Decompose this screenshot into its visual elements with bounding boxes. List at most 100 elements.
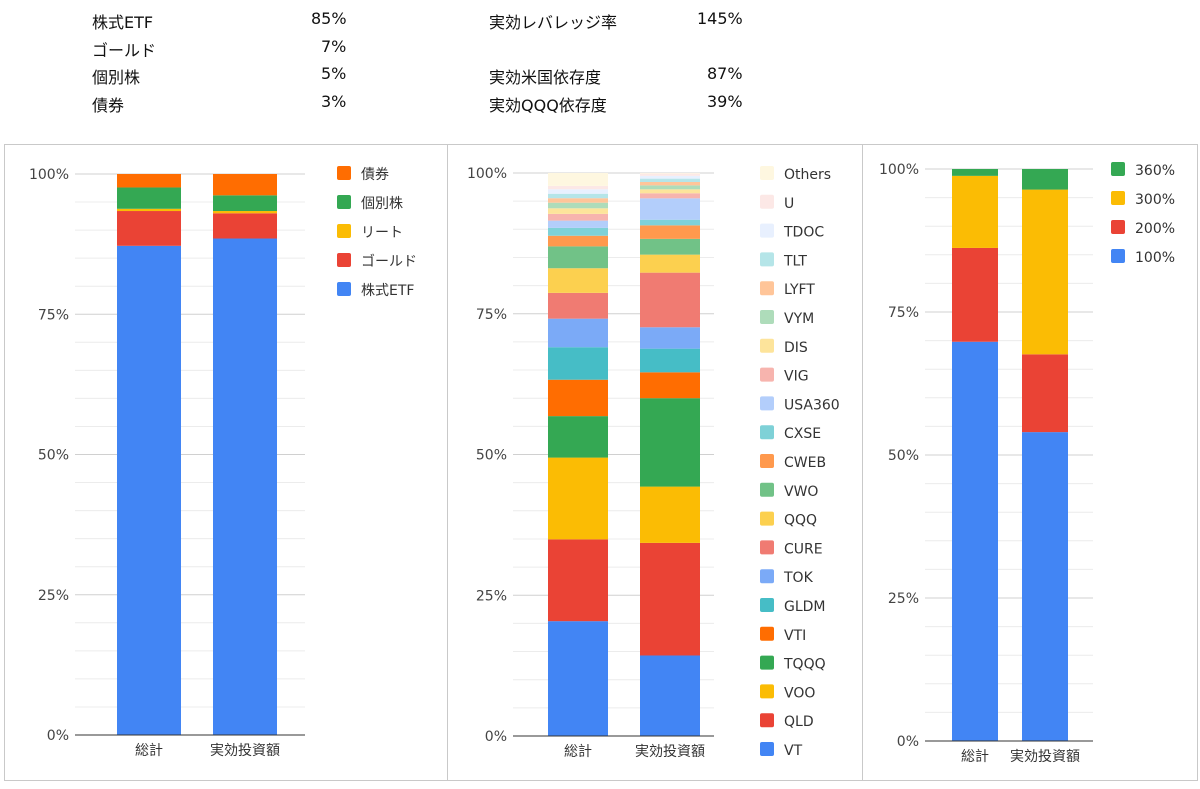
legend-swatch	[337, 166, 351, 180]
bar-segment	[640, 372, 700, 399]
legend-label: 100%	[1135, 250, 1175, 266]
legend-label: Others	[784, 167, 831, 183]
y-tick-label: 50%	[38, 448, 69, 464]
legend-label: QLD	[784, 714, 814, 730]
y-tick-label: 50%	[476, 448, 507, 464]
x-tick-label: 総計	[961, 749, 989, 765]
bar-segment	[117, 245, 181, 736]
bar-segment	[548, 198, 608, 203]
legend-swatch	[760, 684, 774, 699]
legend-swatch	[760, 626, 774, 641]
legend-label: ゴールド	[361, 253, 417, 270]
y-tick-label: 75%	[476, 307, 507, 323]
bar-segment	[548, 193, 608, 199]
x-tick-label: 実効投資額	[1010, 749, 1080, 765]
legend-swatch	[337, 282, 351, 296]
legend-swatch	[337, 224, 351, 238]
legend-label: VT	[784, 743, 803, 759]
bar-segment	[548, 173, 608, 186]
legend-label: TQQQ	[783, 657, 826, 673]
bar-segment	[1022, 169, 1068, 190]
legend-swatch	[760, 223, 774, 238]
bar-segment	[213, 174, 277, 196]
bar-segment	[640, 486, 700, 543]
legend-swatch	[760, 166, 774, 180]
legend-swatch	[760, 482, 774, 497]
bar-segment	[952, 175, 998, 248]
summary-value-us-dependency: 87%	[707, 64, 743, 83]
bar-segment	[213, 195, 277, 212]
bar-segment	[640, 225, 700, 239]
legend-swatch	[760, 511, 774, 526]
legend-swatch	[760, 655, 774, 670]
bar-segment	[640, 193, 700, 199]
bar-segment	[640, 178, 700, 183]
bar-segment	[640, 348, 700, 373]
bar-segment	[117, 174, 181, 188]
summary-value-bonds: 3%	[321, 92, 347, 111]
legend-label: VYM	[784, 311, 814, 327]
legend-label: 300%	[1135, 192, 1175, 208]
summary-label-us-dependency: 実効米国依存度	[489, 68, 602, 87]
summary-label-gold: ゴールド	[92, 41, 157, 60]
legend-swatch	[760, 194, 774, 209]
x-tick-label: 実効投資額	[210, 743, 280, 759]
bar-segment	[548, 621, 608, 736]
legend-label: 個別株	[361, 196, 403, 212]
bar-segment	[548, 220, 608, 228]
legend-swatch	[1111, 220, 1125, 234]
bar-segment	[117, 187, 181, 209]
legend-label: VIG	[784, 369, 809, 385]
legend-swatch	[760, 454, 774, 468]
x-tick-label: 実効投資額	[635, 744, 705, 760]
y-tick-label: 25%	[476, 588, 507, 604]
summary-table: 株式ETF 85% ゴールド 7% 個別株 5% 債券 3% 実効レバレッジ率 …	[0, 0, 1200, 130]
legend-label: QQQ	[784, 513, 817, 529]
legend-label: TOK	[783, 570, 814, 586]
bar-segment	[640, 185, 700, 190]
legend-label: U	[784, 196, 794, 212]
bar-segment	[548, 268, 608, 293]
legend-label: 株式ETF	[361, 283, 414, 299]
legend-swatch	[760, 252, 774, 267]
legend-label: VTI	[784, 628, 806, 644]
legend-swatch	[760, 338, 774, 353]
bar-segment	[640, 198, 700, 220]
bar-segment	[548, 292, 608, 319]
summary-value-qqq-dependency: 39%	[707, 92, 743, 111]
bar-segment	[1022, 354, 1068, 433]
legend-label: LYFT	[784, 282, 815, 298]
bar-segment	[548, 347, 608, 380]
bar-segment	[640, 272, 700, 328]
bar-segment	[213, 238, 277, 735]
bar-segment	[548, 457, 608, 540]
summary-label-stocks: 個別株	[92, 68, 141, 87]
chart-panel-asset-class: 0% 25% 50% 75% 100% 総計 実効投資額 債券 個別株 リート ゴールド 株式ETF	[4, 144, 448, 781]
legend-label: CWEB	[784, 455, 826, 471]
legend-swatch	[1111, 249, 1125, 263]
legend-swatch	[760, 281, 774, 296]
summary-label-etf: 株式ETF	[92, 13, 154, 32]
legend-label: TDOC	[783, 225, 824, 241]
legend-label: 360%	[1135, 163, 1175, 179]
bar-segment	[640, 182, 700, 186]
bar-segment	[117, 208, 181, 212]
legend-label: CURE	[784, 541, 823, 557]
y-tick-label: 25%	[888, 591, 919, 607]
y-tick-label: 25%	[38, 588, 69, 604]
legend-swatch	[760, 310, 774, 324]
bar-segment	[548, 213, 608, 221]
legend-label: 200%	[1135, 221, 1175, 237]
bar-segment	[640, 327, 700, 349]
bar-segment	[1022, 432, 1068, 741]
x-tick-label: 総計	[564, 744, 592, 760]
summary-label-qqq-dependency: 実効QQQ依存度	[489, 96, 607, 115]
y-tick-label: 100%	[879, 162, 919, 178]
bar-segment	[952, 247, 998, 342]
bar-segment	[548, 379, 608, 417]
legend-swatch	[760, 540, 774, 555]
legend-label: VOO	[784, 685, 815, 701]
bar-segment	[640, 542, 700, 656]
bar-segment	[548, 318, 608, 348]
